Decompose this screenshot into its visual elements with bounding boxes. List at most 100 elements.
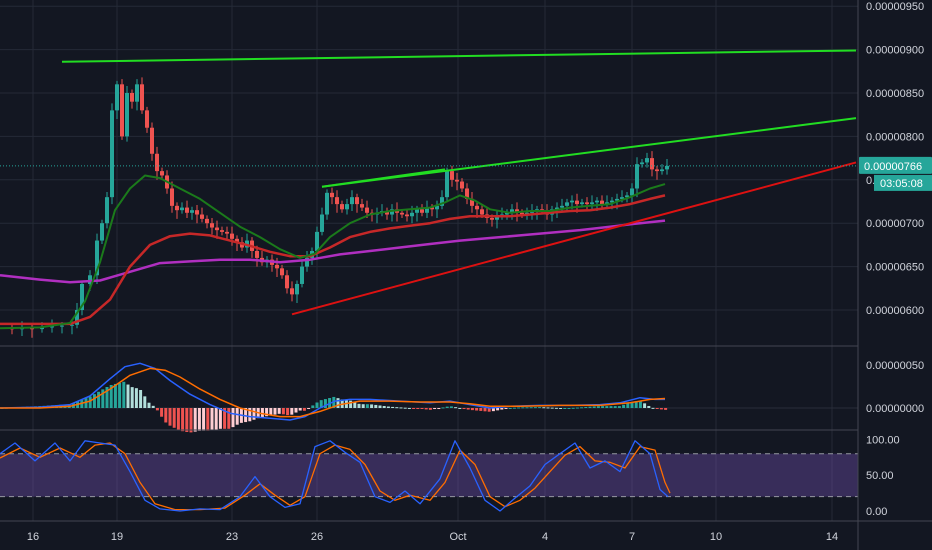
- candle-body-37: [225, 231, 229, 234]
- candle-body-39: [235, 238, 239, 243]
- macd-hist-bar: [122, 381, 126, 408]
- candle-body-27: [175, 205, 179, 211]
- macd-hist-bar: [189, 408, 193, 433]
- macd-hist-bar: [504, 408, 508, 409]
- candle-body-76: [420, 209, 424, 213]
- time-axis[interactable]: 16 19 23 26 Oct 4 7 10 14: [27, 531, 838, 543]
- candle-body-21: [145, 110, 149, 128]
- macd-tick-label: 0.00000000: [866, 403, 924, 415]
- candle-body-122: [650, 158, 654, 170]
- stochastic-pane[interactable]: [0, 440, 858, 512]
- candle-body-31: [195, 210, 199, 215]
- candle-body-26: [170, 188, 174, 206]
- macd-pane[interactable]: [0, 362, 858, 433]
- macd-hist-bar: [512, 407, 516, 409]
- macd-hist-bar: [315, 402, 319, 408]
- macd-hist-bar: [441, 407, 445, 409]
- macd-hist-bar: [172, 408, 176, 428]
- macd-hist-bar: [428, 408, 432, 410]
- macd-hist-bar: [643, 403, 647, 408]
- macd-hist-bar: [382, 406, 386, 408]
- macd-hist-bar: [475, 408, 479, 411]
- macd-hist-bar: [202, 408, 206, 431]
- macd-hist-bar: [655, 408, 659, 409]
- macd-hist-bar: [659, 408, 663, 410]
- candle-body-60: [340, 204, 344, 210]
- macd-hist-bar: [244, 408, 248, 423]
- candle-body-86: [470, 198, 474, 206]
- macd-hist-bar: [147, 402, 151, 408]
- macd-hist-bar: [550, 407, 554, 409]
- macd-hist-bar: [592, 406, 596, 408]
- macd-hist-bar: [378, 405, 382, 408]
- candle-body-62: [350, 197, 354, 205]
- macd-hist-bar: [601, 406, 605, 408]
- candle-body-30: [190, 210, 194, 213]
- candle-body-35: [215, 227, 219, 231]
- macd-hist-bar: [227, 408, 231, 429]
- candle-body-13: [105, 197, 109, 224]
- candle-body-36: [220, 230, 224, 232]
- macd-hist-bar: [613, 406, 617, 408]
- candle-body-113: [605, 202, 609, 205]
- price-tick-label: 0.00000850: [866, 88, 924, 100]
- candle-body-118: [630, 188, 634, 196]
- macd-hist-bar: [391, 406, 395, 408]
- trendline-3: [291, 161, 857, 316]
- candle-body-8: [75, 310, 79, 325]
- price-axis[interactable]: 0.000006000.000006500.000007000.00000750…: [866, 1, 924, 518]
- candle-body-116: [620, 197, 624, 199]
- ma-short-line: [0, 174, 666, 330]
- macd-hist-bar: [449, 406, 453, 408]
- countdown-text: 03:05:08: [880, 178, 923, 190]
- macd-hist-bar: [273, 408, 277, 415]
- price-tick-label: 0.00000600: [866, 305, 924, 317]
- candle-body-82: [450, 171, 454, 180]
- trendline-1: [321, 117, 857, 188]
- stoch-tick-label: 50.00: [866, 470, 894, 482]
- candle-body-104: [560, 205, 564, 208]
- macd-hist-bar: [248, 408, 252, 422]
- candle-body-63: [355, 197, 359, 205]
- macd-hist-bar: [458, 407, 462, 409]
- macd-hist-bar: [609, 406, 613, 408]
- macd-hist-bar: [139, 389, 143, 408]
- candle-body-43: [255, 250, 259, 258]
- candle-body-120: [640, 162, 644, 165]
- candle-body-78: [430, 207, 434, 210]
- candle-body-72: [400, 212, 404, 215]
- macd-hist-bar: [445, 406, 449, 408]
- macd-hist-bar: [470, 408, 474, 411]
- candle-body-108: [580, 202, 584, 205]
- macd-hist-bar: [260, 408, 264, 418]
- time-tick-label: 14: [826, 531, 838, 543]
- macd-hist-bar: [210, 408, 214, 431]
- macd-hist-bar: [134, 388, 138, 408]
- candle-body-121: [645, 158, 649, 163]
- macd-hist-bar: [563, 408, 567, 409]
- macd-hist-bar: [302, 408, 306, 411]
- macd-hist-bar: [508, 407, 512, 409]
- macd-hist-bar: [651, 407, 655, 409]
- candle-body-96: [520, 212, 524, 215]
- macd-hist-bar: [235, 408, 239, 425]
- macd-hist-bar: [160, 408, 164, 417]
- macd-hist-bar: [281, 408, 285, 415]
- candle-body-29: [185, 207, 189, 213]
- candle-body-3: [30, 328, 34, 330]
- candle-body-112: [600, 200, 604, 205]
- macd-hist-bar: [168, 408, 172, 426]
- macd-hist-bar: [479, 408, 483, 411]
- candle-body-34: [210, 223, 214, 228]
- candle-body-105: [565, 202, 569, 206]
- macd-hist-bar: [424, 408, 428, 410]
- candle-body-5: [50, 326, 54, 328]
- price-pane[interactable]: [0, 49, 858, 338]
- trendline-2: [321, 168, 446, 188]
- macd-hist-bar: [554, 407, 558, 409]
- candle-body-73: [405, 214, 409, 217]
- time-tick-label: 16: [27, 531, 39, 543]
- grid-lines: [0, 0, 858, 521]
- macd-hist-bar: [462, 408, 466, 409]
